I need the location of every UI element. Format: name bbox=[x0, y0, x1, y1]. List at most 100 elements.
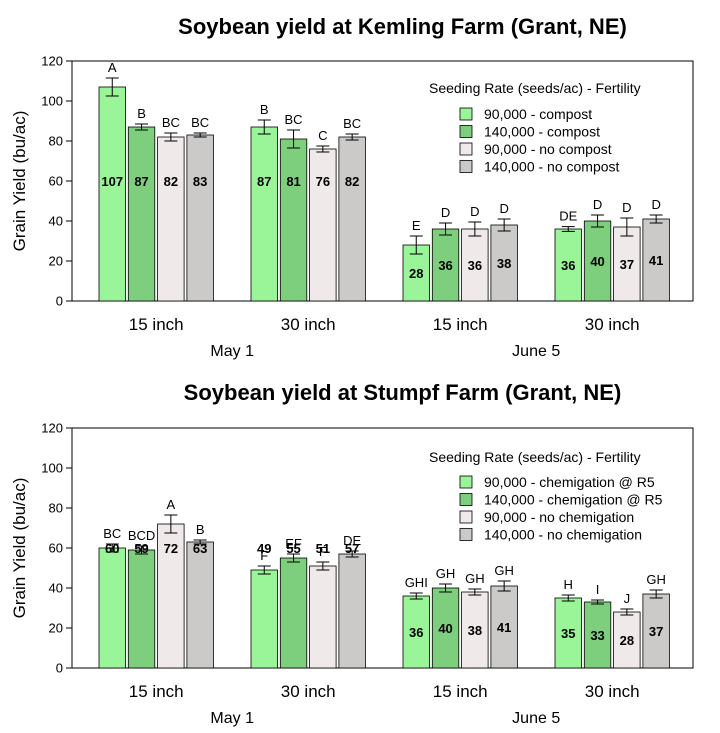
bar bbox=[613, 611, 641, 669]
bar-value-label: 35 bbox=[561, 626, 575, 641]
bar-value-label: 76 bbox=[316, 174, 330, 189]
legend-entry: 140,000 - chemigation @ R5 bbox=[484, 492, 663, 508]
bar-value-label: 49 bbox=[257, 541, 271, 556]
significance-letter: F bbox=[319, 544, 327, 559]
bar-value-label: 38 bbox=[497, 256, 511, 271]
bar bbox=[157, 136, 185, 302]
significance-letter: B bbox=[137, 106, 146, 121]
significance-letter: B bbox=[260, 102, 269, 117]
legend-entry: 90,000 - no chemigation bbox=[484, 509, 634, 525]
significance-letter: BC bbox=[191, 115, 209, 130]
group-label: June 5 bbox=[512, 343, 560, 360]
y-tick-label: 80 bbox=[49, 134, 63, 149]
bar bbox=[554, 228, 582, 302]
bar-value-label: 87 bbox=[257, 174, 271, 189]
group-label: May 1 bbox=[210, 710, 254, 727]
bar bbox=[490, 585, 518, 669]
chart-panel-2: Soybean yield at Stumpf Farm (Grant, NE)… bbox=[10, 380, 694, 727]
bar bbox=[490, 224, 518, 302]
category-label: 15 inch bbox=[433, 315, 488, 334]
bar-value-label: 38 bbox=[468, 623, 482, 638]
bar bbox=[309, 565, 337, 669]
chart-title: Soybean yield at Stumpf Farm (Grant, NE) bbox=[184, 380, 622, 405]
significance-letter: BC bbox=[285, 112, 303, 127]
y-tick-label: 100 bbox=[41, 461, 63, 476]
significance-letter: BCD bbox=[128, 528, 155, 543]
legend: Seeding Rate (seeds/ac) - Fertility 90,00… bbox=[429, 80, 641, 175]
bar-value-label: 51 bbox=[316, 541, 330, 556]
bar bbox=[279, 138, 308, 302]
legend-swatch bbox=[459, 142, 473, 156]
y-tick-label: 40 bbox=[49, 581, 63, 596]
bar-value-label: 63 bbox=[193, 541, 207, 556]
bar-value-label: 41 bbox=[649, 253, 663, 268]
bar bbox=[338, 136, 366, 302]
bar-value-label: 107 bbox=[101, 174, 123, 189]
y-tick-label: 60 bbox=[49, 174, 63, 189]
significance-letter: GH bbox=[494, 563, 514, 578]
bar bbox=[186, 134, 214, 302]
y-tick-label: 20 bbox=[49, 254, 63, 269]
significance-letter: J bbox=[624, 591, 631, 606]
legend-swatch bbox=[459, 475, 473, 489]
bar-value-label: 40 bbox=[438, 621, 452, 636]
legend-entry: 90,000 - compost bbox=[484, 106, 592, 122]
bar-value-label: 36 bbox=[438, 258, 452, 273]
y-tick-label: 0 bbox=[56, 661, 63, 676]
legend-entry: 90,000 - no compost bbox=[484, 141, 612, 157]
y-tick-label: 100 bbox=[41, 94, 63, 109]
bar bbox=[431, 587, 460, 669]
bar bbox=[98, 547, 126, 669]
significance-letter: F bbox=[260, 548, 268, 563]
significance-letter: GH bbox=[646, 572, 666, 587]
significance-letter: D bbox=[651, 197, 660, 212]
bar-value-label: 72 bbox=[164, 541, 178, 556]
bar-value-label: 28 bbox=[620, 633, 634, 648]
bar bbox=[127, 126, 156, 302]
bar-value-label: 37 bbox=[620, 257, 634, 272]
significance-letter: I bbox=[596, 582, 600, 597]
bar-value-label: 36 bbox=[468, 258, 482, 273]
bar bbox=[554, 597, 582, 669]
bar-value-label: 82 bbox=[164, 174, 178, 189]
y-tick-label: 120 bbox=[41, 54, 63, 69]
legend-swatch bbox=[459, 125, 473, 138]
bar-value-label: 36 bbox=[561, 258, 575, 273]
bar bbox=[613, 226, 641, 302]
legend-entry: 90,000 - chemigation @ R5 bbox=[484, 474, 655, 490]
bar-value-label: 81 bbox=[286, 174, 300, 189]
bar bbox=[186, 541, 214, 669]
y-axis-label: Grain Yield (bu/ac) bbox=[10, 478, 29, 619]
bar bbox=[338, 553, 366, 669]
legend-entry: 140,000 - no compost bbox=[484, 159, 620, 175]
category-label: 15 inch bbox=[129, 682, 184, 701]
bar-value-label: 83 bbox=[193, 174, 207, 189]
bar-value-label: 59 bbox=[134, 541, 148, 556]
significance-letter: D bbox=[470, 204, 479, 219]
y-tick-label: 40 bbox=[49, 214, 63, 229]
bar-value-label: 55 bbox=[286, 541, 300, 556]
legend-entry: 140,000 - compost bbox=[484, 124, 600, 140]
category-label: 15 inch bbox=[129, 315, 184, 334]
legend-swatch bbox=[459, 160, 473, 173]
bar bbox=[250, 569, 278, 669]
bar bbox=[157, 523, 185, 669]
bar bbox=[461, 591, 489, 669]
bar-value-label: 28 bbox=[409, 266, 423, 281]
category-label: 15 inch bbox=[433, 682, 488, 701]
significance-letter: BC bbox=[103, 526, 121, 541]
legend-entry: 140,000 - no chemigation bbox=[484, 527, 642, 543]
bar bbox=[250, 126, 278, 302]
category-label: 30 inch bbox=[281, 682, 336, 701]
significance-letter: E bbox=[412, 218, 421, 233]
legend-title: Seeding Rate (seeds/ac) - Fertility bbox=[429, 449, 641, 465]
bar-value-label: 36 bbox=[409, 625, 423, 640]
significance-letter: D bbox=[593, 197, 602, 212]
legend-swatch bbox=[459, 510, 473, 524]
significance-letter: DE bbox=[343, 533, 361, 548]
chart-title: Soybean yield at Kemling Farm (Grant, NE… bbox=[178, 14, 627, 39]
bar-value-label: 40 bbox=[590, 254, 604, 269]
bar bbox=[127, 549, 156, 669]
legend: Seeding Rate (seeds/ac) - Fertility 90,00… bbox=[429, 449, 663, 543]
